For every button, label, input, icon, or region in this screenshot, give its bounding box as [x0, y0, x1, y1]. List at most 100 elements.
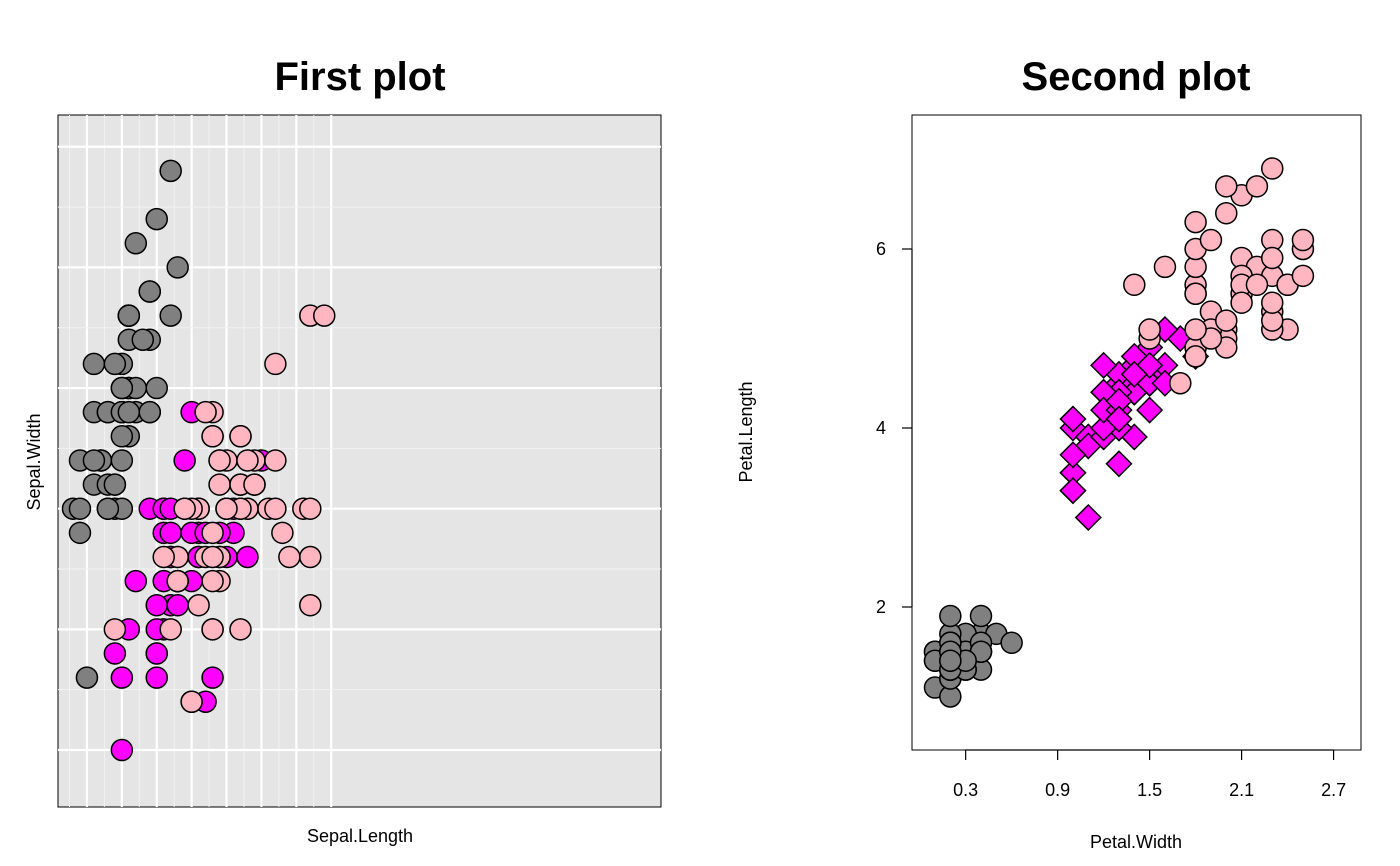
scatter-point-series-2: [1215, 201, 1238, 225]
second-plot-xlabel: Petal.Width: [1090, 832, 1182, 852]
scatter-point-series-2: [180, 690, 203, 713]
scatter-point-series-0: [117, 400, 141, 424]
scatter-point-series-0: [939, 604, 962, 628]
scatter-point-series-2: [103, 618, 127, 641]
scatter-point-series-0: [68, 497, 92, 520]
scatter-point-series-1: [159, 521, 182, 545]
scatter-point-series-2: [278, 545, 301, 569]
scatter-point-series-1: [173, 449, 196, 472]
scatter-point-series-0: [96, 497, 120, 520]
second-plot-title: Second plot: [1022, 55, 1251, 99]
scatter-point-series-2: [236, 449, 259, 472]
scatter-point-series-1: [145, 642, 168, 665]
first-plot-xlabel: Sepal.Length: [307, 826, 413, 846]
first-plot-panel: First plot Sepal.Length Sepal.Width: [24, 55, 662, 846]
scatter-point-series-1: [1136, 396, 1164, 424]
scatter-point-series-2: [201, 545, 224, 569]
scatter-point-series-2: [1261, 291, 1284, 314]
scatter-point-series-2: [194, 400, 217, 424]
scatter-point-series-1: [145, 593, 168, 617]
scatter-point-series-1: [1105, 405, 1133, 433]
scatter-point-series-2: [243, 473, 266, 496]
scatter-point-series-2: [313, 304, 336, 327]
second-plot-panel: Second plot 0.3 0.9 1.5 2.1 2.7 2 4 6 Petal.Wid…: [736, 55, 1362, 852]
second-plot-points: [923, 157, 1315, 708]
scatter-point-series-2: [271, 521, 294, 545]
scatter-point-series-2: [208, 449, 231, 472]
x-tick-label: 2.1: [1229, 780, 1254, 800]
scatter-point-series-1: [110, 666, 134, 689]
scatter-point-series-2: [1199, 228, 1223, 252]
first-plot-title: First plot: [274, 55, 445, 99]
scatter-point-series-1: [110, 738, 134, 762]
x-tick-label: 2.7: [1321, 780, 1346, 800]
scatter-point-series-2: [1184, 282, 1207, 305]
scatter-point-series-2: [1184, 318, 1207, 341]
scatter-point-series-0: [131, 328, 155, 352]
scatter-point-series-2: [1138, 318, 1161, 341]
scatter-point-series-0: [75, 666, 99, 689]
scatter-point-series-2: [208, 473, 231, 496]
scatter-point-series-0: [110, 376, 134, 400]
scatter-point-series-2: [201, 618, 224, 641]
y-tick-label: 4: [876, 418, 886, 438]
scatter-point-series-0: [68, 521, 92, 545]
scatter-point-series-0: [159, 159, 182, 183]
scatter-point-series-0: [124, 232, 148, 255]
scatter-point-series-1: [103, 642, 127, 665]
x-tick-label: 0.9: [1045, 780, 1070, 800]
second-plot-axes: 0.3 0.9 1.5 2.1 2.7 2 4 6: [876, 239, 1346, 800]
scatter-point-series-2: [159, 618, 182, 641]
scatter-point-series-2: [264, 497, 287, 520]
scatter-point-series-0: [103, 473, 127, 496]
scatter-point-series-1: [1120, 360, 1148, 388]
scatter-point-series-2: [1291, 264, 1315, 288]
scatter-point-series-0: [1000, 631, 1023, 655]
scatter-point-series-0: [117, 304, 141, 327]
scatter-point-series-0: [145, 376, 168, 400]
second-plot-ylabel: Petal.Length: [736, 381, 756, 482]
first-plot-points: [61, 159, 336, 762]
scatter-point-series-2: [1215, 175, 1238, 198]
scatter-point-series-2: [166, 569, 189, 593]
x-tick-label: 0.3: [953, 780, 978, 800]
scatter-point-series-1: [1090, 351, 1118, 379]
scatter-point-series-1: [1059, 441, 1087, 469]
scatter-point-series-2: [215, 497, 238, 520]
scatter-point-series-0: [138, 400, 162, 424]
scatter-point-series-2: [1123, 273, 1146, 297]
scatter-point-series-0: [82, 352, 106, 376]
scatter-point-series-0: [166, 256, 189, 279]
scatter-point-series-2: [299, 497, 322, 520]
scatter-point-series-0: [159, 304, 182, 327]
scatter-point-series-2: [229, 618, 252, 641]
scatter-point-series-2: [264, 449, 287, 472]
scatter-point-series-0: [939, 649, 962, 672]
scatter-point-series-2: [299, 545, 322, 569]
scatter-point-series-0: [103, 352, 127, 376]
scatter-point-series-2: [1291, 228, 1315, 252]
scatter-point-series-1: [1105, 450, 1133, 478]
scatter-point-series-1: [166, 593, 189, 617]
scatter-point-series-2: [1230, 291, 1253, 314]
scatter-point-series-0: [110, 425, 134, 448]
scatter-point-series-2: [1261, 157, 1284, 180]
first-plot-ylabel: Sepal.Width: [24, 413, 44, 510]
scatter-point-series-2: [1153, 255, 1177, 279]
scatter-point-series-2: [1261, 246, 1284, 270]
scatter-point-series-1: [145, 666, 168, 689]
scatter-point-series-0: [145, 207, 168, 231]
scatter-point-series-2: [1184, 345, 1207, 368]
scatter-point-series-2: [1215, 309, 1238, 332]
scatter-point-series-2: [201, 521, 224, 545]
scatter-point-series-2: [1184, 210, 1207, 234]
scatter-point-series-1: [1059, 477, 1087, 505]
scatter-point-series-2: [173, 497, 196, 520]
scatter-point-series-0: [969, 604, 993, 628]
scatter-point-series-2: [1169, 372, 1192, 395]
y-tick-label: 2: [876, 597, 886, 617]
scatter-point-series-2: [1245, 273, 1269, 297]
scatter-point-series-2: [152, 545, 175, 569]
scatter-point-series-1: [124, 569, 148, 593]
